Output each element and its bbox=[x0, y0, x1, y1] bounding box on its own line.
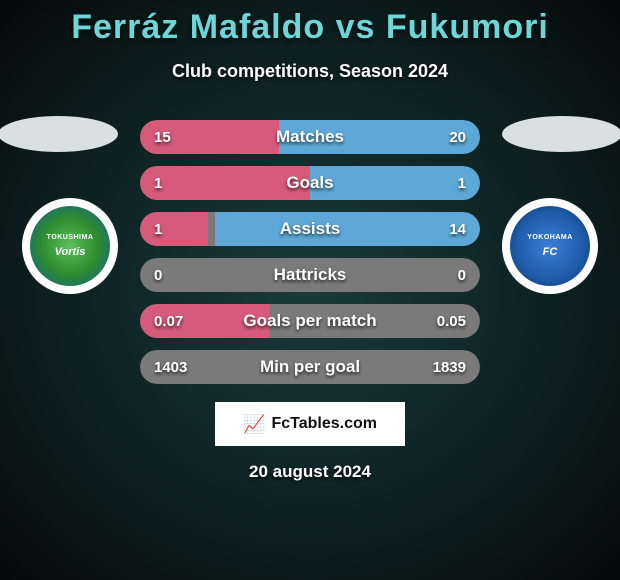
page-title: Ferráz Mafaldo vs Fukumori bbox=[0, 0, 620, 47]
right-shadow-oval bbox=[502, 116, 620, 152]
watermark: 📈 FcTables.com bbox=[215, 402, 405, 446]
team1-top-text: TOKUSHIMA bbox=[47, 234, 94, 241]
team1-badge: TOKUSHIMA Vortis bbox=[22, 198, 118, 294]
bar-label: Matches bbox=[140, 127, 480, 147]
team2-crest: YOKOHAMA FC bbox=[510, 206, 590, 286]
bar-label: Assists bbox=[140, 219, 480, 239]
team2-top-text: YOKOHAMA bbox=[527, 234, 573, 241]
page-subtitle: Club competitions, Season 2024 bbox=[0, 61, 620, 82]
left-shadow-oval bbox=[0, 116, 118, 152]
stat-bar-row: 0.070.05Goals per match bbox=[140, 304, 480, 338]
team1-crest: TOKUSHIMA Vortis bbox=[30, 206, 110, 286]
stat-bar-row: 1520Matches bbox=[140, 120, 480, 154]
team2-mid-text: FC bbox=[543, 247, 558, 258]
stat-bar-row: 00Hattricks bbox=[140, 258, 480, 292]
stat-bars: 1520Matches 11Goals 114Assists 00Hattricks 0… bbox=[140, 120, 480, 384]
team1-mid-text: Vortis bbox=[55, 247, 86, 258]
bar-label: Hattricks bbox=[140, 265, 480, 285]
stat-bar-row: 11Goals bbox=[140, 166, 480, 200]
date-label: 20 august 2024 bbox=[0, 462, 620, 482]
bar-label: Goals per match bbox=[140, 311, 480, 331]
watermark-icon: 📈 bbox=[243, 414, 265, 435]
stat-bar-row: 114Assists bbox=[140, 212, 480, 246]
comparison-panel: TOKUSHIMA Vortis YOKOHAMA FC 1520Matches… bbox=[0, 120, 620, 482]
watermark-text: FcTables.com bbox=[271, 415, 377, 433]
team2-badge: YOKOHAMA FC bbox=[502, 198, 598, 294]
bar-label: Min per goal bbox=[140, 357, 480, 377]
stat-bar-row: 14031839Min per goal bbox=[140, 350, 480, 384]
bar-label: Goals bbox=[140, 173, 480, 193]
